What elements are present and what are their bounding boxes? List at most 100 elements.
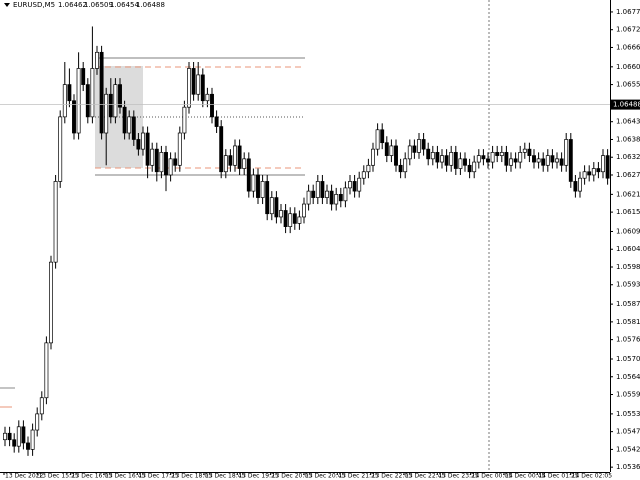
candle-body [118,84,122,108]
candle-body [371,148,375,166]
candle-body [159,152,164,173]
candle-body [532,155,536,163]
candle-body [95,51,99,69]
menu-arrow[interactable] [4,3,10,7]
candle-body [601,155,605,173]
candle-body [127,116,132,134]
x-tick-label: 13 Dec 17:25 [138,473,179,480]
candle-body [513,158,518,163]
x-tick-label: 13 Dec 20:05 [272,473,313,480]
y-tick-label: 1.05760 [616,336,640,344]
candle-body [150,148,155,166]
candle-body [67,84,72,102]
y-tick-label: 1.05985 [616,263,640,271]
x-tick-label: 14 Dec 00:45 [505,473,546,480]
x-tick-label: 14 Dec 02:05 [572,473,613,480]
candle-body [421,139,426,150]
current-price-box [611,99,640,110]
candle-body [384,142,389,156]
candle-body [7,432,12,441]
candle-body [394,145,398,166]
candle-body [246,158,251,192]
candle-body [440,155,444,163]
x-tick-label: 13 Dec 22:45 [405,473,446,480]
candle-body [191,68,196,95]
x-tick-label: 13 Dec 20:45 [305,473,346,480]
x-tick-label: 13 Dec 16:05 [72,473,113,480]
candle-body [297,216,302,224]
candle-body [476,155,481,163]
y-tick-label: 1.06210 [616,190,640,198]
candle-body [154,148,159,173]
chart-title: EURUSD,M5 [13,1,55,9]
candle-body [242,158,247,169]
candle-body [35,413,40,431]
candle-body [407,145,412,160]
candle-body [467,164,472,173]
candle-body [375,129,380,150]
header-value: 1.06509 [84,1,113,9]
candle-body [3,432,7,441]
y-tick-label: 1.05420 [616,445,640,453]
candle-body [85,84,90,118]
candle-body [39,397,44,415]
candle-body [366,164,371,173]
candle-body [265,181,270,215]
x-tick-label: 13 Dec 22:05 [372,473,413,480]
candle-body [596,168,601,173]
candle-body [550,155,555,163]
x-tick-label: 13 Dec 21:25 [338,473,379,480]
x-tick-label: 13 Dec 2022 [5,473,44,480]
candle-body [81,68,86,85]
y-tick-label: 1.06720 [616,26,640,34]
candle-body [113,84,118,118]
candle-body [274,197,279,218]
candle-body [348,181,352,189]
candle-body [518,152,523,163]
header-value: 1.06488 [136,1,165,9]
plot [3,26,610,456]
candle-body [182,106,187,134]
x-tick-label: 13 Dec 16:45 [105,473,146,480]
candle-body [352,181,357,192]
candle-body [453,152,458,169]
candle-body [200,74,205,102]
candle-body [21,426,26,444]
candle-body [449,152,454,166]
candle-body [187,68,191,108]
candle-body [329,190,334,205]
candle-body [30,429,35,450]
candle-body [509,158,513,166]
candle-body [26,442,30,450]
candle-body [108,93,113,118]
candle-body [325,190,329,198]
y-tick-label: 1.06325 [616,153,640,161]
x-tick-label: 13 Dec 15:25 [38,473,79,480]
candle-body [499,152,504,156]
candle-body [302,203,306,218]
candle-body [536,158,541,163]
candle-body [417,139,421,153]
candle-body [458,158,463,169]
candle-body [605,155,610,179]
candle-body [260,181,265,198]
y-tick-label: 1.06095 [616,227,640,235]
candle-body [269,197,274,215]
candle-body [288,213,293,227]
candle-body [527,148,532,156]
candle-body [141,132,145,150]
candle-body [131,116,136,140]
x-tick-label: 13 Dec 18:05 [172,473,213,480]
candle-body [361,171,366,179]
y-tick-label: 1.06380 [616,135,640,143]
y-tick-label: 1.06435 [616,118,640,126]
candle-body [12,439,17,447]
candle-body [504,152,509,166]
candle-body [315,181,320,198]
candle-body [412,145,417,153]
header-value: 1.06454 [110,1,139,9]
candle-body [44,342,49,399]
candle-body [435,152,440,163]
